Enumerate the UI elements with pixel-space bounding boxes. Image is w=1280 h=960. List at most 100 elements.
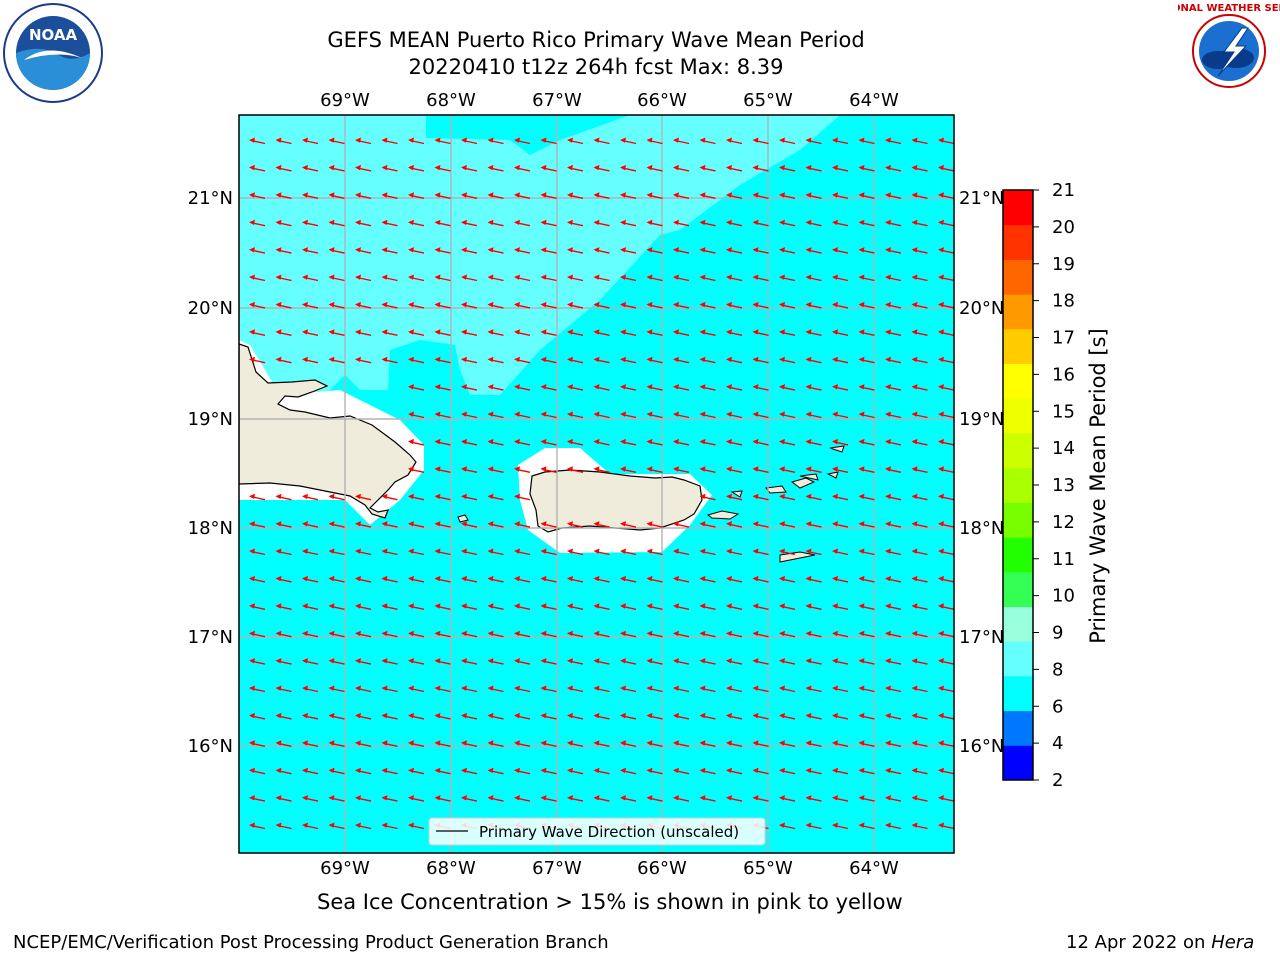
wave-vector-head [673,575,679,582]
wave-vector-head [514,630,520,636]
wave-vector-head [434,740,441,746]
wave-vector-head [805,630,812,636]
wave-vector-head [805,795,812,801]
wave-vector-head [646,658,653,664]
wave-vector-head [699,411,706,417]
wave-vector-head [408,411,414,417]
wave-vector-head [858,192,865,198]
wave-vector-head [487,137,494,143]
lon-label-top: 69°W [320,90,370,111]
wave-vector-head [514,192,520,198]
wave-vector-head [752,164,759,171]
wave-vector-head [646,356,653,362]
wave-vector-head [938,548,944,554]
wave-vector-head [514,658,520,664]
colorbar-segment [1003,432,1033,469]
wave-vector-head [328,548,335,554]
wave-vector-head [328,575,335,582]
wave-vector-head [567,192,573,198]
wave-vector-head [938,795,944,801]
wave-vector-head [726,493,732,499]
wave-vector-head [408,301,414,308]
wave-vector-head [328,219,335,225]
wave-vector-head [461,712,467,719]
wave-vector-head [779,438,785,445]
wave-vector-head [328,521,335,527]
wave-vector-head [593,438,600,445]
wave-vector-head [673,767,679,773]
wave-vector-head [434,795,441,801]
wave-vector-head [567,329,573,335]
wave-vector-head [408,356,414,362]
wave-vector-head [938,411,944,417]
colorbar-tick-label: 21 [1052,180,1075,201]
wave-vector-head [434,274,441,280]
wave-vector-head [434,219,441,225]
wave-vector-head [885,630,891,636]
wave-vector-head [752,356,759,362]
wave-vector-head [699,795,706,801]
wave-vector-head [408,137,414,143]
colorbar-segment [1003,259,1033,295]
map-frame [238,114,955,854]
wave-vector-head [540,219,547,225]
mona-island [457,514,469,523]
map-gridlines [239,115,954,853]
wave-vector-head [752,329,759,335]
wave-vector-head [699,630,706,636]
wave-vector-head [911,795,918,801]
wave-vector-head [752,767,759,773]
wave-vector-head [858,575,865,582]
colorbar-segment [1003,224,1033,260]
wave-vector-head [302,630,308,636]
wave-vector-head [911,329,918,335]
wave-vector-head [408,603,414,609]
wave-vector-head [885,466,891,472]
footer-host: Hera [1211,932,1255,953]
wave-vector-head [673,192,679,198]
wave-vector-head [938,137,944,143]
wave-vector-head [673,685,679,691]
wave-vector-head [275,274,282,280]
wave-vector-head [249,767,255,773]
wave-vector-head [885,356,891,362]
wave-vector-head [487,548,494,554]
wave-vector-head [885,548,891,554]
wave-vector-head [646,219,653,225]
wave-vector-head [832,164,838,171]
wave-vector-head [620,685,626,691]
wave-vector-head [328,301,335,308]
wave-vector-head [832,411,838,417]
wave-vector-head [408,548,414,554]
wave-vector-head [726,274,732,280]
wave-vector-head [434,575,441,582]
wave-vector-head [726,630,732,636]
wave-vector-head [355,493,361,499]
wave-vector-head [434,630,441,636]
colorbar-tick-label: 19 [1052,254,1075,275]
wave-vector-head [673,521,679,527]
wave-vector-head [858,630,865,636]
wave-vector-head [328,767,335,773]
wave-vector-head [885,685,891,691]
wave-vector-head [275,164,282,171]
wave-vector-head [540,767,547,773]
wave-vector-head [673,658,679,664]
wave-vector-head [938,356,944,362]
wave-vector-head [885,438,891,445]
wave-vector-head [779,137,785,143]
lat-label-right: 20°N [959,298,1004,319]
wave-vector-head [938,767,944,773]
wave-vector-head [726,548,732,554]
wave-vector-head [752,521,759,527]
wave-vector-head [779,301,785,308]
wave-vector-head [461,493,467,499]
wave-vector-head [514,740,520,746]
wave-vector-head [699,603,706,609]
wave-vector-head [938,247,944,253]
wave-vector-head [381,493,388,499]
wave-vector-head [885,164,891,171]
wave-vector-head [885,137,891,143]
wave-vector-head [567,411,573,417]
wave-vector-head [302,219,308,225]
